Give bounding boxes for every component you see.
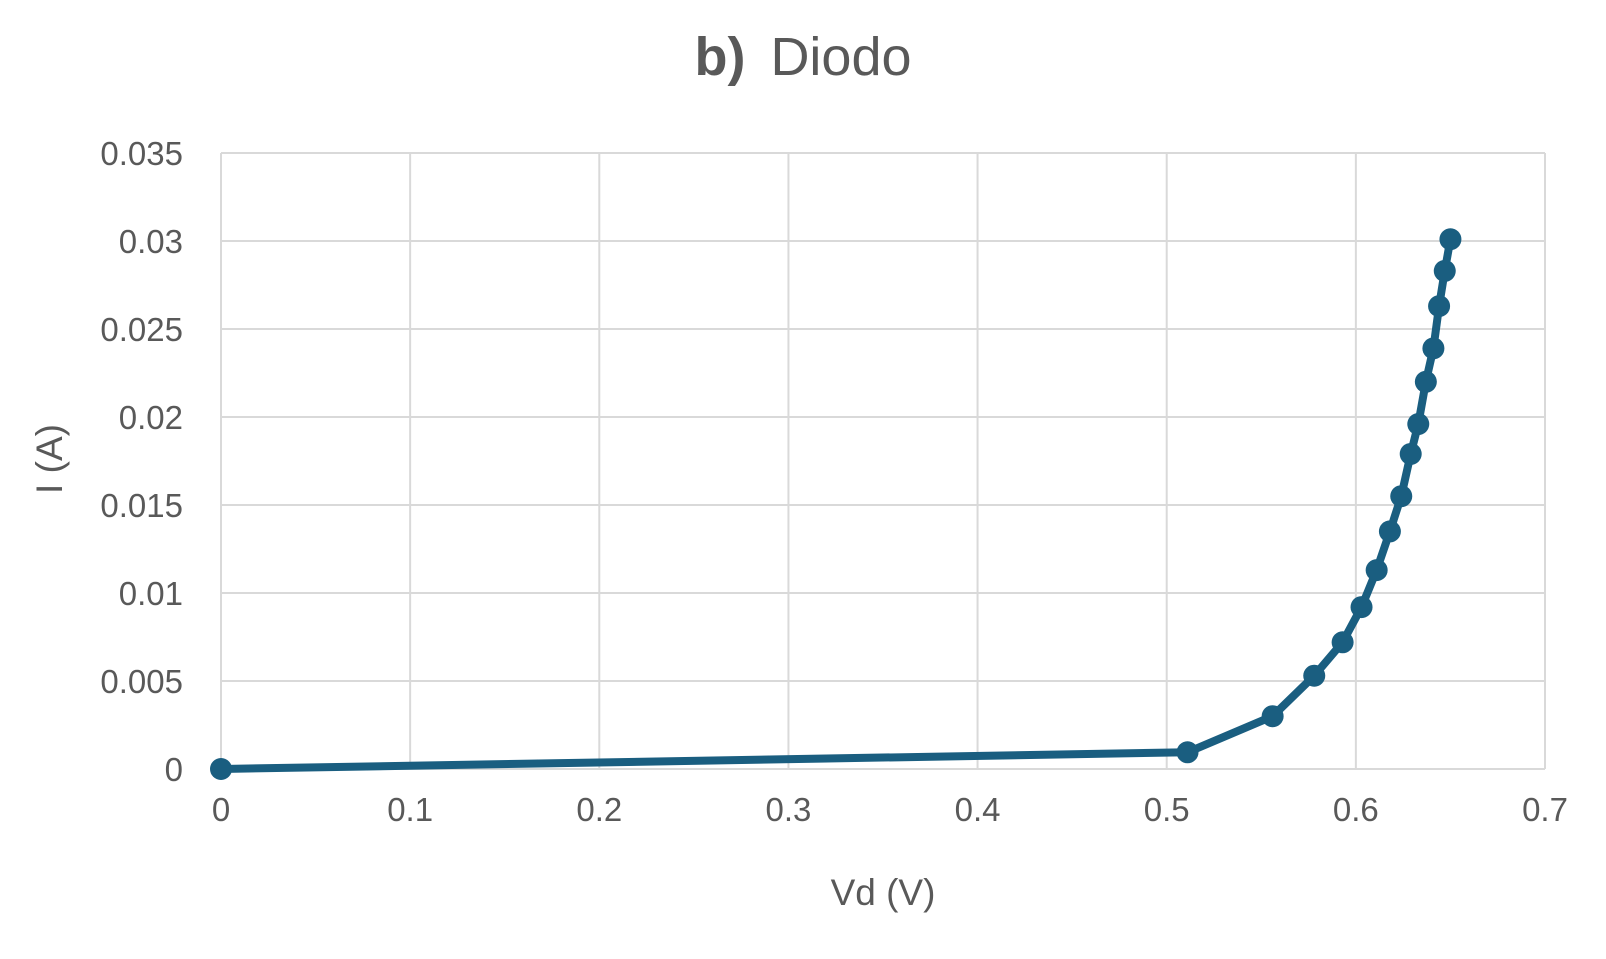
y-tick-label: 0 [165, 751, 183, 788]
x-tick-label: 0.2 [576, 791, 622, 828]
data-point [1433, 259, 1456, 282]
x-tick-label: 0 [212, 791, 230, 828]
data-point [210, 758, 232, 780]
x-tick-label: 0.4 [955, 791, 1001, 828]
y-tick-label: 0.02 [119, 399, 183, 436]
series-layer [210, 228, 1462, 780]
data-point [1439, 228, 1462, 251]
x-tick-label: 0.6 [1333, 791, 1379, 828]
data-point [1176, 741, 1199, 764]
y-tick-label: 0.005 [100, 663, 183, 700]
data-point [1399, 442, 1422, 465]
y-tick-label: 0.025 [100, 311, 183, 348]
x-tick-label: 0.1 [387, 791, 433, 828]
data-point [1261, 705, 1284, 728]
data-point [1303, 664, 1326, 687]
data-point [1378, 520, 1401, 543]
data-point [1365, 559, 1388, 582]
data-point [1331, 631, 1354, 654]
y-tick-label: 0.035 [100, 135, 183, 172]
y-tick-label: 0.015 [100, 487, 183, 524]
grid-lines [220, 152, 1546, 770]
data-point [1414, 370, 1437, 393]
x-tick-label: 0.3 [765, 791, 811, 828]
data-point [1390, 485, 1413, 508]
y-axis-title: I (A) [29, 424, 70, 494]
data-point [1350, 596, 1373, 619]
series-line [217, 235, 1455, 773]
y-tick-label: 0.01 [119, 575, 183, 612]
chart-title-prefix: b) [694, 27, 745, 87]
x-axis-title: Vd (V) [831, 872, 936, 913]
chart-title: b) Diodo [694, 27, 911, 87]
tick-labels: 0 0.1 0.2 0.3 0.4 0.5 0.6 0.7 0 0.005 0.01 0.015 0.0… [100, 135, 1568, 828]
x-tick-label: 0.5 [1144, 791, 1190, 828]
x-tick-label: 0.7 [1522, 791, 1568, 828]
data-point [1407, 413, 1430, 436]
data-point [1428, 295, 1451, 318]
y-tick-label: 0.03 [119, 223, 183, 260]
data-point [1422, 337, 1445, 360]
chart-title-text: Diodo [770, 27, 911, 87]
